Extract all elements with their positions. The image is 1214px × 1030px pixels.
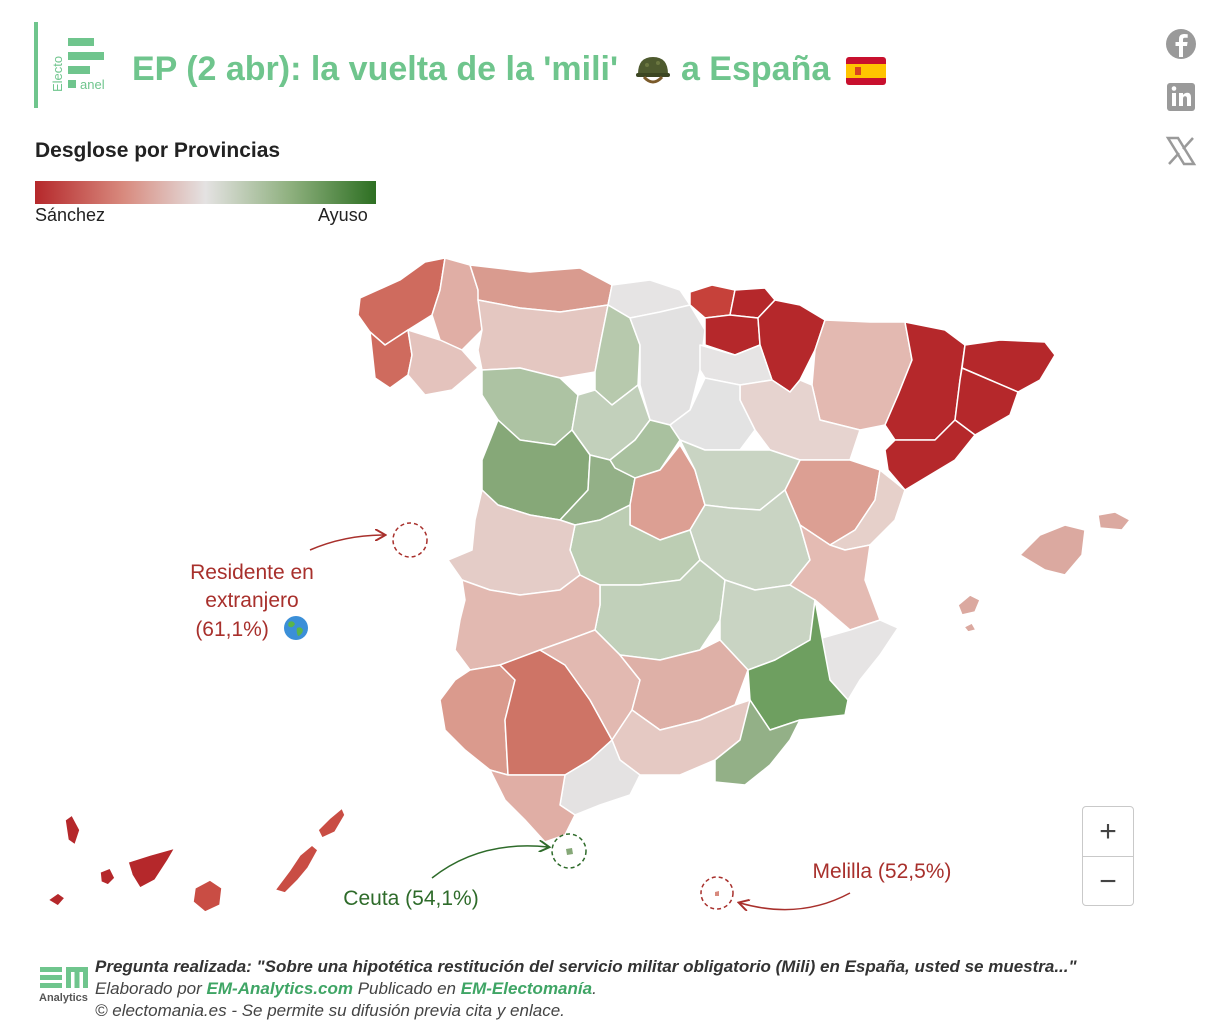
ceuta-arrow <box>431 846 548 879</box>
ceuta-territory <box>566 848 573 855</box>
island-lanzarote <box>317 807 346 839</box>
island-el-hierro <box>47 892 66 907</box>
province-bizkaia <box>689 284 736 319</box>
island-fuerteventura <box>274 844 319 894</box>
footer-question: Pregunta realizada: "Sobre una hipotétic… <box>95 957 1077 976</box>
page-title: EP (2 abr): la vuelta de la 'mili' a Esp… <box>132 50 886 89</box>
province-huelva <box>439 664 516 776</box>
zoom-out-button[interactable]: − <box>1083 856 1133 906</box>
svg-text:Analytics: Analytics <box>39 992 88 1004</box>
province-cadiz <box>489 769 576 843</box>
helmet-icon <box>635 57 670 84</box>
province-menorca <box>1097 511 1131 531</box>
x-icon[interactable] <box>1162 132 1200 170</box>
melilla-annotation: Melilla (52,5%) <box>812 860 952 883</box>
legend-label-left: Sánchez <box>35 205 106 225</box>
province-ourense <box>407 329 479 396</box>
globe-icon <box>283 616 308 640</box>
facebook-icon[interactable] <box>1162 25 1200 63</box>
abroad-arrow <box>309 535 384 551</box>
province-almeria <box>714 699 801 786</box>
zoom-control: + − <box>1082 806 1134 906</box>
em-analytics-link[interactable]: EM-Analytics.com <box>206 979 353 998</box>
em-electomania-link[interactable]: EM-Electomanía <box>460 979 593 998</box>
electopanel-logo: Electo anel <box>50 38 105 92</box>
province-mallorca <box>1019 524 1086 576</box>
linkedin-icon[interactable] <box>1162 78 1200 116</box>
province-ibiza <box>957 594 981 616</box>
footer-copyright: © electomania.es - Se permite su difusió… <box>95 1001 565 1020</box>
legend-label-right: Ayuso <box>318 205 368 225</box>
ceuta-annotation: Ceuta (54,1%) <box>343 887 479 910</box>
island-la-gomera <box>99 867 116 886</box>
color-scale-legend <box>35 181 376 204</box>
abroad-marker <box>392 522 428 558</box>
melilla-marker <box>700 876 734 910</box>
melilla-arrow <box>740 892 851 910</box>
province-formentera <box>963 622 977 633</box>
province-leon <box>477 299 609 379</box>
em-analytics-logo: Analytics <box>39 967 88 1004</box>
island-la-palma <box>64 814 81 846</box>
island-gran-canaria <box>192 879 223 913</box>
abroad-annotation: Residente en extranjero (61,1%) <box>190 561 314 641</box>
ceuta-marker <box>551 833 587 869</box>
province-tarragona <box>884 419 976 491</box>
brand-bar <box>34 22 38 108</box>
svg-text:anel: anel <box>80 77 105 92</box>
spain-flag-icon <box>845 57 886 86</box>
svg-text:Electo: Electo <box>50 56 65 92</box>
island-tenerife <box>127 847 176 889</box>
spain-province-map[interactable] <box>0 240 1214 940</box>
zoom-in-button[interactable]: + <box>1099 814 1117 848</box>
section-subtitle: Desglose por Provincias <box>35 139 281 162</box>
province-barcelona <box>954 367 1019 436</box>
footer-credits: Elaborado por EM-Analytics.com Publicado… <box>95 979 597 998</box>
province-murcia <box>747 599 849 731</box>
melilla-territory <box>715 891 719 896</box>
